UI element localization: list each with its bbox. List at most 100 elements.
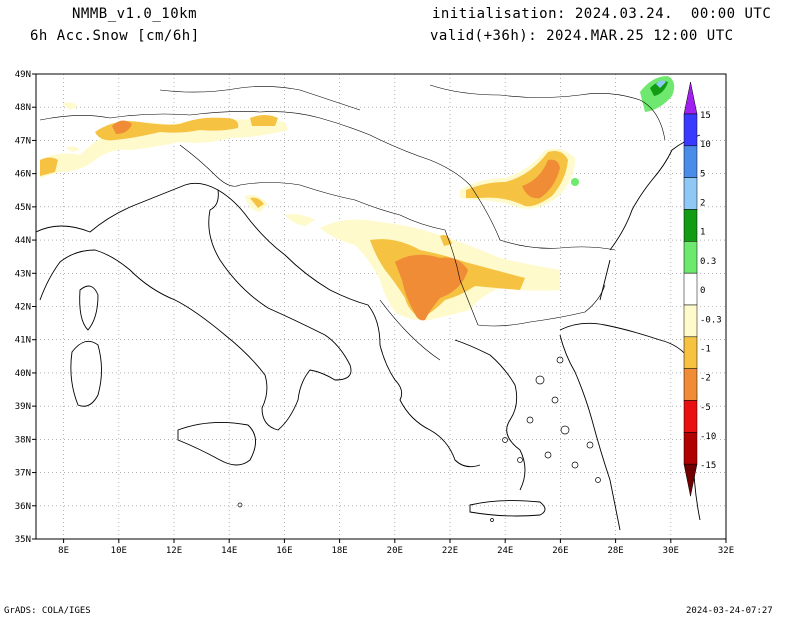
snow-alps-east (250, 115, 278, 126)
footer-timestamp: 2024-03-24-07:27 (686, 606, 773, 616)
snow-alps-patch (66, 146, 80, 152)
border-hungary (319, 117, 471, 186)
colorbar-swatch (683, 145, 698, 178)
rain-ne-core (650, 80, 668, 96)
longitude-labels: 8E 10E 12E 14E 16E 18E 20E 22E 24E 26E 28E 30E 32E (58, 546, 734, 556)
colorbar-swatch (683, 304, 698, 338)
border-ukraine (429, 84, 666, 141)
snow-balkans-core (395, 254, 468, 321)
balkan-coast (217, 189, 481, 468)
colorbar-swatch (683, 336, 698, 369)
italy-coast (36, 182, 352, 431)
colorbar-label: -2 (700, 374, 711, 384)
colorbar-label: -10 (700, 432, 716, 442)
lon-label: 22E (442, 546, 458, 556)
colorbar-label: -1 (700, 344, 711, 354)
borders (39, 84, 666, 361)
lon-label: 14E (221, 546, 237, 556)
snow-romania-core (522, 159, 560, 199)
colorbar-label: 0.3 (700, 257, 716, 267)
lat-label: 46N (15, 170, 31, 180)
lat-label: 36N (15, 502, 31, 512)
axis-ticks (32, 73, 727, 543)
border-croatia (239, 182, 446, 231)
lat-label: 48N (15, 103, 31, 113)
colorbar: 15 10 5 2 1 0.3 0 -0.3 -1 -2 -5 -10 -15 (683, 81, 722, 497)
lon-label: 8E (58, 546, 69, 556)
snow-alps-peak (112, 120, 132, 134)
snow-alps-west (40, 157, 58, 176)
lat-label: 40N (15, 369, 31, 379)
latitude-labels: 49N 48N 47N 46N 45N 44N 43N 42N 41N 40N 39N 38N 37N 3… (15, 70, 31, 545)
crete (469, 500, 546, 517)
snow-croatia-core (250, 197, 264, 208)
footer-credit: GrADS: COLA/IGES (4, 606, 91, 616)
colorbar-label: -15 (700, 461, 716, 471)
coastlines (36, 134, 701, 531)
lat-label: 35N (15, 535, 31, 545)
lat-label: 44N (15, 236, 31, 246)
border-serbia (444, 229, 479, 326)
lat-label: 37N (15, 469, 31, 479)
lon-label: 10E (111, 546, 127, 556)
colorbar-label: -5 (700, 403, 711, 413)
lat-label: 42N (15, 303, 31, 313)
lon-label: 12E (166, 546, 182, 556)
colorbar-swatch (683, 113, 698, 147)
sardinia (70, 340, 102, 407)
colorbar-swatch (683, 400, 698, 433)
rain-ne-peak (656, 80, 666, 88)
snow-alps-north (62, 102, 78, 110)
colorbar-label: 10 (700, 140, 711, 150)
lon-label: 30E (663, 546, 679, 556)
sicily (177, 421, 256, 466)
lon-label: 26E (552, 546, 568, 556)
colorbar-label: -0.3 (700, 315, 722, 325)
colorbar-swatch (683, 241, 698, 274)
lon-label: 32E (718, 546, 734, 556)
init-time: initialisation: 2024.03.24. 00:00 UTC (432, 6, 772, 22)
rain-romania-dot (571, 178, 579, 186)
lat-label: 43N (15, 269, 31, 279)
aegean-islands (237, 356, 601, 522)
snow-serbia-patch (440, 235, 452, 246)
bulgaria-coast (599, 259, 611, 301)
border-albania (379, 299, 441, 361)
lon-label: 18E (331, 546, 347, 556)
field-title: 6h Acc.Snow [cm/6h] (30, 28, 200, 44)
lat-label: 38N (15, 435, 31, 445)
lon-label: 16E (276, 546, 292, 556)
colorbar-label: 0 (700, 286, 705, 296)
border-romania (469, 184, 616, 251)
colorbar-swatch (683, 272, 698, 306)
corsica (79, 285, 99, 331)
snow-shading (40, 76, 675, 321)
colorbar-label: 5 (700, 169, 705, 179)
colorbar-swatch (683, 368, 698, 401)
aegean-west (454, 339, 526, 491)
border-alps (39, 111, 321, 121)
lon-label: 24E (497, 546, 513, 556)
lat-label: 41N (15, 336, 31, 346)
colorbar-swatch (683, 177, 698, 210)
colorbar-bottom-arrow (683, 463, 698, 497)
colorbar-label: 2 (700, 199, 705, 209)
colorbar-label: 1 (700, 228, 705, 238)
border-slovenia (179, 144, 241, 187)
snow-dinaric (285, 214, 315, 226)
lat-label: 45N (15, 203, 31, 213)
valid-time: valid(+36h): 2024.MAR.25 12:00 UTC (430, 28, 734, 44)
colorbar-swatch (683, 432, 698, 465)
lon-label: 28E (607, 546, 623, 556)
lat-label: 39N (15, 402, 31, 412)
colorbar-label: 15 (700, 111, 711, 121)
snow-alps-light (40, 119, 288, 178)
anatolia-west (559, 334, 621, 531)
border-greece (477, 284, 606, 327)
border-north (159, 86, 361, 111)
lat-label: 47N (15, 136, 31, 146)
model-title: NMMB_v1.0_10km (72, 6, 198, 22)
lon-label: 20E (387, 546, 403, 556)
lat-label: 49N (15, 70, 31, 80)
